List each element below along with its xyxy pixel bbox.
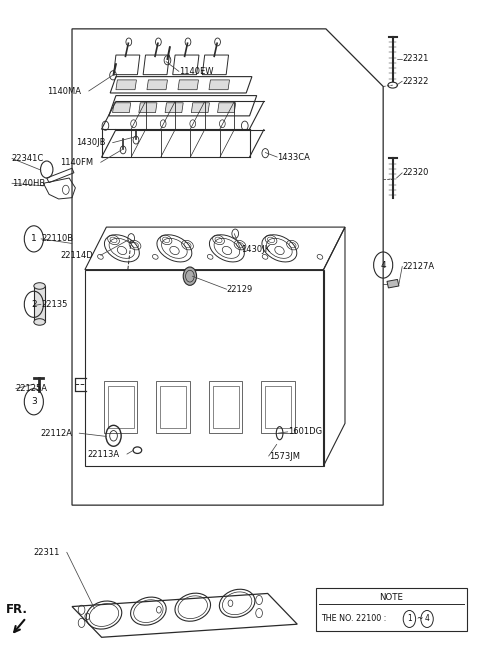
Text: 22341C: 22341C	[12, 154, 44, 163]
Text: 1601DG: 1601DG	[288, 427, 322, 436]
Text: 22125A: 22125A	[16, 384, 48, 393]
Text: 22114D: 22114D	[61, 251, 94, 260]
Polygon shape	[192, 102, 209, 112]
Text: ~: ~	[416, 614, 422, 623]
Text: 4: 4	[425, 614, 430, 623]
Polygon shape	[217, 102, 236, 112]
Text: 1430JK: 1430JK	[241, 246, 270, 254]
Circle shape	[183, 267, 197, 285]
Polygon shape	[113, 102, 131, 112]
Text: 4: 4	[380, 261, 386, 269]
Polygon shape	[178, 80, 199, 90]
Ellipse shape	[34, 283, 45, 289]
Text: 22321: 22321	[402, 55, 429, 64]
Polygon shape	[165, 102, 183, 112]
Bar	[265, 386, 291, 428]
Text: 22113A: 22113A	[88, 449, 120, 459]
Polygon shape	[209, 80, 229, 90]
Text: 22110B: 22110B	[41, 235, 73, 243]
Text: 22129: 22129	[227, 284, 253, 294]
Text: 22135: 22135	[41, 300, 67, 309]
Text: NOTE: NOTE	[380, 593, 404, 602]
Bar	[213, 386, 239, 428]
Bar	[156, 381, 190, 433]
Polygon shape	[139, 102, 157, 112]
Bar	[108, 386, 133, 428]
Text: FR.: FR.	[6, 603, 28, 616]
Text: 1433CA: 1433CA	[277, 152, 310, 162]
Text: 1: 1	[31, 235, 36, 243]
Text: 3: 3	[31, 397, 36, 406]
Text: 1: 1	[407, 614, 412, 623]
Polygon shape	[387, 279, 399, 288]
Text: 1140FM: 1140FM	[60, 158, 94, 167]
Polygon shape	[116, 80, 136, 90]
Text: 22311: 22311	[33, 548, 60, 556]
Polygon shape	[147, 80, 168, 90]
Bar	[104, 381, 137, 433]
Ellipse shape	[34, 319, 45, 325]
Text: 1573JM: 1573JM	[269, 451, 300, 461]
Text: 1140HB: 1140HB	[12, 179, 45, 188]
Text: 22322: 22322	[402, 77, 429, 85]
Text: 1430JB: 1430JB	[76, 138, 106, 147]
Text: THE NO. 22100 :: THE NO. 22100 :	[321, 614, 389, 623]
Bar	[262, 381, 295, 433]
Text: 1140EW: 1140EW	[179, 67, 214, 76]
Bar	[316, 588, 467, 631]
Text: 22112A: 22112A	[40, 428, 72, 438]
Text: 22127A: 22127A	[402, 262, 434, 271]
Text: 22320: 22320	[402, 168, 429, 177]
Text: 2: 2	[31, 300, 36, 309]
Bar	[209, 381, 242, 433]
Bar	[160, 386, 186, 428]
Text: 1140MA: 1140MA	[48, 87, 82, 95]
Bar	[34, 286, 45, 322]
